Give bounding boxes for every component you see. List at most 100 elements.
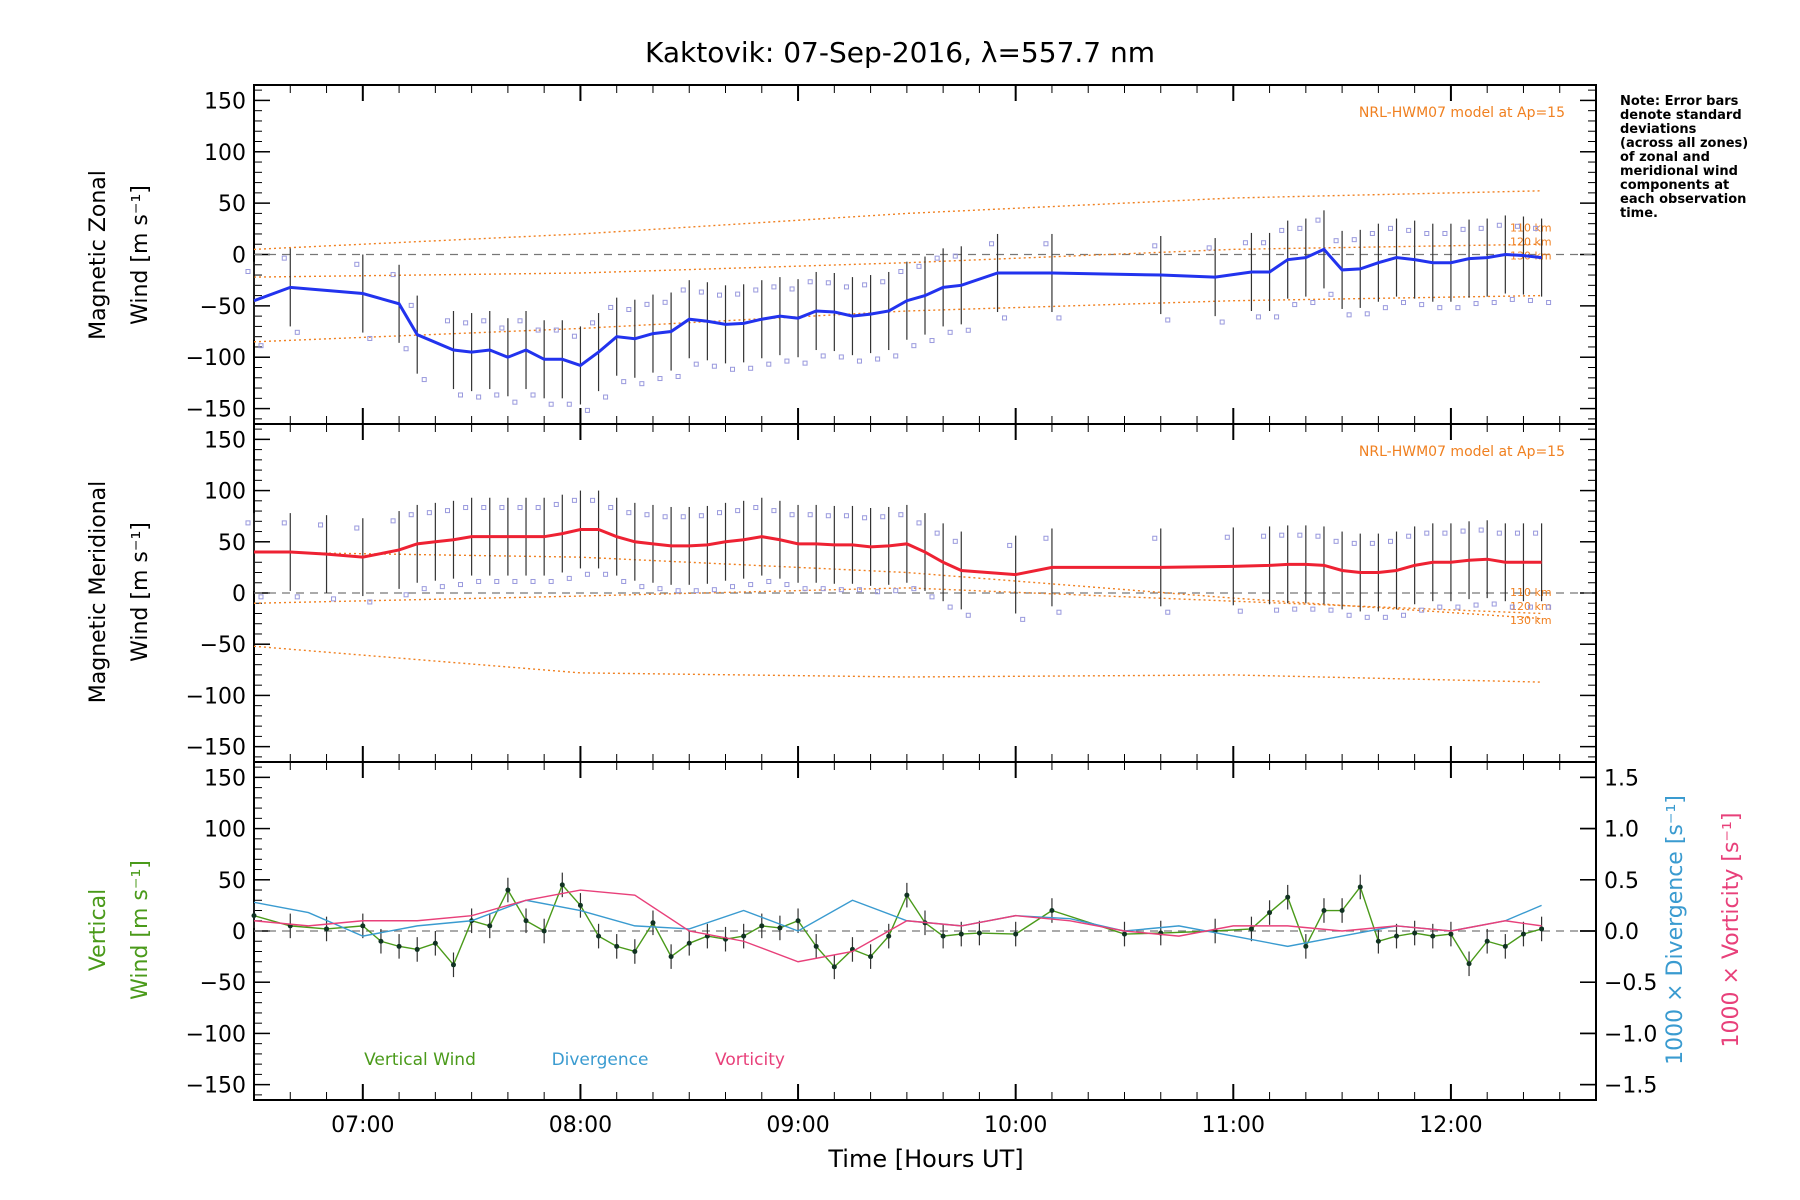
zone-point [548,401,554,407]
zone-point [444,508,450,514]
zone-point [1509,604,1515,610]
zone-point [439,584,445,590]
zone-point [1369,540,1375,546]
y-tick-label: 50 [218,531,246,556]
zone-point [1496,222,1502,228]
zone-point [916,263,922,269]
zone-point [367,599,373,605]
zone-point [916,520,922,526]
zonal-ylabel-line1: Magnetic Zonal [86,170,111,340]
zone-point [784,582,790,588]
zone-point [820,353,826,359]
zone-point [626,307,632,313]
zone-point [1056,609,1062,615]
zone-point [354,525,360,531]
zone-point [1346,612,1352,618]
model-alt-label: 110 km [1510,586,1552,599]
zone-point [911,586,917,592]
x-tick-label: 12:00 [1419,1113,1482,1138]
zone-point [1315,533,1321,539]
zone-point [457,392,463,398]
zonal-ylabel: Magnetic Zonal Wind [m s⁻¹] [86,170,153,340]
zone-point [766,361,772,367]
x-tick-label: 07:00 [331,1113,394,1138]
vertical-wind-point [831,964,837,970]
zone-point [1460,528,1466,534]
zone-point [820,586,826,592]
zone-point [893,588,899,594]
vertical-wind-point [1520,931,1526,937]
zone-point [784,358,790,364]
vertical-wind-point [1303,943,1309,949]
zone-point [608,505,614,511]
zone-point [675,373,681,379]
zone-point [680,514,686,520]
zone-point [1455,305,1461,311]
vertical-wind-point [378,938,384,944]
zone-point [1478,527,1484,533]
y2-tick-label: 1.0 [1604,818,1639,843]
legend-vertical-wind: Vertical Wind [364,1050,476,1070]
zone-point [1364,614,1370,620]
vertical-wind-point [632,948,638,954]
zone-point [1527,604,1533,610]
meridional-ylabel-line1: Magnetic Meridional [86,481,111,703]
model-label: NRL-HWM07 model at Ap=15 [1359,444,1565,460]
vertical-wind-point [1375,938,1381,944]
zone-point [1310,300,1316,306]
y-tick-label: 150 [204,89,246,114]
vertical-wind-point [868,954,874,960]
model-curve-120km [253,243,1542,278]
y2-tick-label: −1.5 [1604,1074,1657,1099]
zone-point [1533,530,1539,536]
model-curve-110km [253,551,1542,620]
zone-point [421,586,427,592]
zone-point [1297,532,1303,538]
zone-point [1388,538,1394,544]
zone-point [711,363,717,369]
zone-point [1509,296,1515,302]
model-alt-label: 120 km [1510,235,1552,248]
vertical-wind-point [1394,933,1400,939]
zone-point [862,515,868,521]
zone-point [1261,533,1267,539]
zone-point [1219,319,1225,325]
zone-point [603,394,609,400]
zone-point [390,518,396,524]
model-alt-label: 130 km [1510,614,1552,627]
zone-point [662,514,668,520]
vertical-wind-point [1484,938,1490,944]
zone-point [512,578,518,584]
zone-point [1419,302,1425,308]
zone-point [584,571,590,577]
vertical-ylabel-line2: Wind [m s⁻¹] [128,860,153,1000]
zonal-wind-line [253,247,1542,368]
x-axis-label: Time [Hours UT] [827,1145,1023,1173]
zone-point [499,325,505,331]
vertical-wind-point [668,954,674,960]
zone-point [639,381,645,387]
zone-point [408,512,414,518]
zone-point [947,329,953,335]
zone-point [1478,225,1484,231]
zone-point [463,505,469,511]
y-tick-label: 50 [218,869,246,894]
y-tick-label: −50 [200,633,246,658]
vertical-wind-point [686,940,692,946]
vertical-wind-point [940,933,946,939]
zone-point [862,282,868,288]
zone-point [717,510,723,516]
zone-point [571,497,577,503]
zone-point [444,318,450,324]
model-curve-130km [253,190,1542,251]
zone-point [1056,315,1062,321]
vertical-wind-point [614,943,620,949]
zone-point [1364,311,1370,317]
vertical-ylabel-line1: Vertical [86,889,111,971]
vertical-wind-point [1121,931,1127,937]
error-bar-note: Note: Error bars denote standard deviati… [1620,94,1749,221]
y-tick-label: 0 [232,582,246,607]
vertical-wind-point [487,923,493,929]
zone-point [566,575,572,581]
zone-point [331,596,337,602]
